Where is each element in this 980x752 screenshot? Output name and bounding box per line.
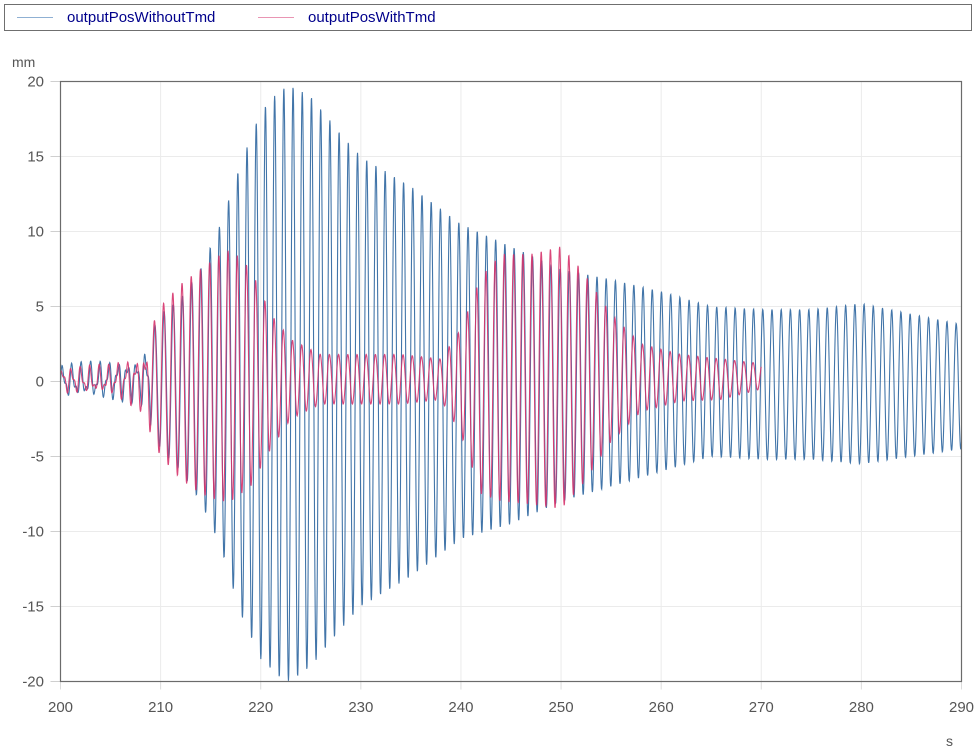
x-tick-label: 200 xyxy=(48,699,73,716)
legend-line-red-icon xyxy=(258,17,294,18)
series-with-tmd-line xyxy=(59,246,762,508)
y-tick-label: 15 xyxy=(27,149,44,166)
y-tick-label: 0 xyxy=(36,374,44,391)
y-tick-label: -20 xyxy=(22,674,44,691)
y-tick-label: 10 xyxy=(27,224,44,241)
x-tick-label: 280 xyxy=(849,699,874,716)
plot-series xyxy=(59,87,963,681)
x-axis-unit: s xyxy=(946,733,953,749)
y-tick-label: -15 xyxy=(22,599,44,616)
y-tick-label: -5 xyxy=(31,449,44,466)
legend-label: outputPosWithTmd xyxy=(308,9,436,26)
x-tick-label: 260 xyxy=(649,699,674,716)
x-tick-label: 230 xyxy=(348,699,373,716)
y-tick-label: 5 xyxy=(36,299,44,316)
y-tick-label: -10 xyxy=(22,524,44,541)
series-without-tmd-line xyxy=(59,87,963,681)
y-axis-unit: mm xyxy=(12,54,35,70)
axis-ticks: 200 210 220 230 240 250 260 270 280 290 20 15 10 5 0 -5… xyxy=(22,74,974,717)
y-tick-label: 20 xyxy=(27,74,44,91)
legend-item-without-tmd[interactable]: outputPosWithoutTmd xyxy=(17,5,215,30)
plot-frame xyxy=(59,80,963,683)
x-tick-label: 290 xyxy=(949,699,974,716)
chart-legend: outputPosWithoutTmd outputPosWithTmd xyxy=(4,4,972,31)
grid-lines xyxy=(60,81,962,682)
legend-item-with-tmd[interactable]: outputPosWithTmd xyxy=(258,5,436,30)
x-tick-label: 210 xyxy=(148,699,173,716)
x-tick-label: 220 xyxy=(248,699,273,716)
legend-label: outputPosWithoutTmd xyxy=(67,9,216,26)
x-tick-label: 250 xyxy=(549,699,574,716)
legend-line-blue-icon xyxy=(17,17,53,18)
x-tick-label: 240 xyxy=(448,699,473,716)
x-tick-label: 270 xyxy=(749,699,774,716)
